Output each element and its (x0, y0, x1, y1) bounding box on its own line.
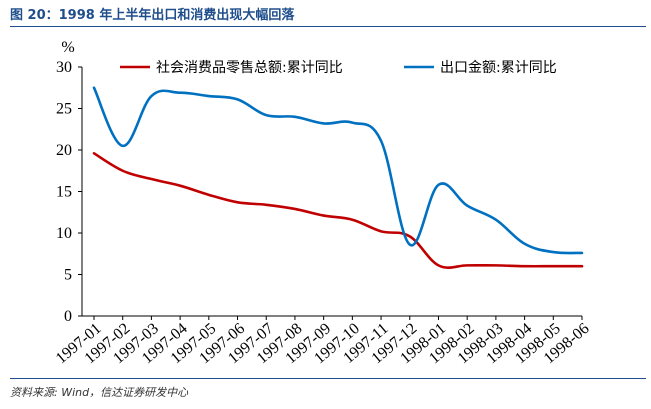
title-divider (10, 26, 646, 27)
y-tick-label: 5 (64, 267, 72, 284)
y-tick-label: 0 (64, 308, 72, 325)
y-tick-label: 30 (56, 59, 72, 76)
axes: 051015202530%1997-011997-021997-031997-0… (53, 39, 593, 367)
legend: 社会消费品零售总额:累计同比 出口金额:累计同比 (120, 60, 557, 76)
y-tick-label: 10 (56, 225, 72, 242)
series-layer (92, 86, 584, 269)
y-tick-label: 20 (56, 142, 72, 159)
source-note: 资料来源: Wind，信达证券研发中心 (10, 386, 189, 399)
y-axis-unit: % (61, 39, 74, 56)
export-series-line (92, 86, 584, 255)
footer-divider (10, 378, 646, 379)
legend-label-retail-sales: 社会消费品零售总额:累计同比 (156, 60, 343, 76)
retail-sales-series-line (92, 152, 584, 269)
y-tick-label: 15 (56, 184, 72, 201)
figure-title: 图 20：1998 年上半年出口和消费出现大幅回落 (10, 8, 295, 23)
y-tick-label: 25 (56, 101, 72, 118)
legend-label-exports: 出口金额:累计同比 (440, 60, 557, 76)
